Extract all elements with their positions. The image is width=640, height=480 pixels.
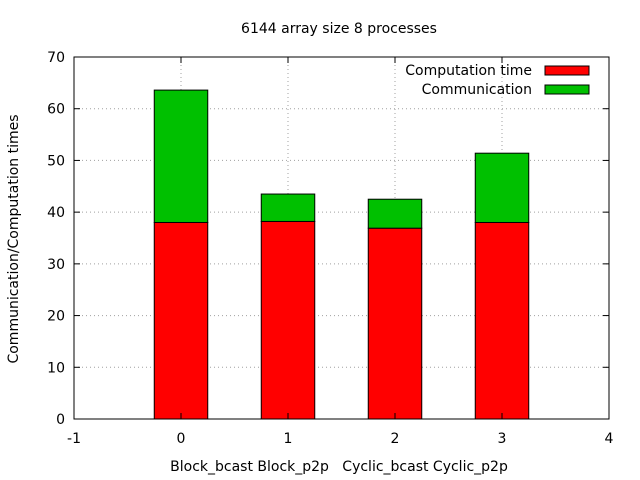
- y-tick-label: 40: [47, 205, 65, 221]
- x-tick-label: 0: [177, 431, 186, 447]
- y-tick-label: 0: [56, 412, 65, 428]
- legend-swatch: [544, 84, 590, 95]
- x-tick-label: 4: [605, 431, 614, 447]
- plot-frame: [73, 56, 610, 420]
- x-tick-label: 1: [284, 431, 293, 447]
- bar-communication: [367, 198, 423, 229]
- y-tick-label: 70: [47, 50, 65, 66]
- bar-computation: [367, 227, 423, 420]
- y-tick-label: 30: [47, 257, 65, 273]
- bar-communication: [153, 89, 209, 223]
- y-tick-label: 20: [47, 309, 65, 325]
- legend: Computation time Communication: [405, 63, 590, 98]
- legend-label: Computation time: [405, 63, 532, 79]
- x-tick-label: 2: [391, 431, 400, 447]
- bars-layer: [153, 89, 530, 420]
- bar-communication: [260, 193, 316, 222]
- y-tick-label: 50: [47, 153, 65, 169]
- y-tick-label: 60: [47, 102, 65, 118]
- y-axis-label: Communication/Computation times: [6, 114, 22, 363]
- x-tick-label: 3: [498, 431, 507, 447]
- y-tick-label: 10: [47, 360, 65, 376]
- bar-computation: [260, 220, 316, 420]
- legend-swatch: [544, 65, 590, 76]
- chart-title: 6144 array size 8 processes: [241, 21, 437, 37]
- x-tick-label: -1: [67, 431, 81, 447]
- legend-label: Communication: [422, 82, 532, 98]
- bar-communication: [474, 152, 530, 223]
- x-axis-label: Block_bcast Block_p2p Cyclic_bcast Cycli…: [170, 459, 508, 475]
- bar-computation: [153, 221, 209, 420]
- bar-computation: [474, 221, 530, 420]
